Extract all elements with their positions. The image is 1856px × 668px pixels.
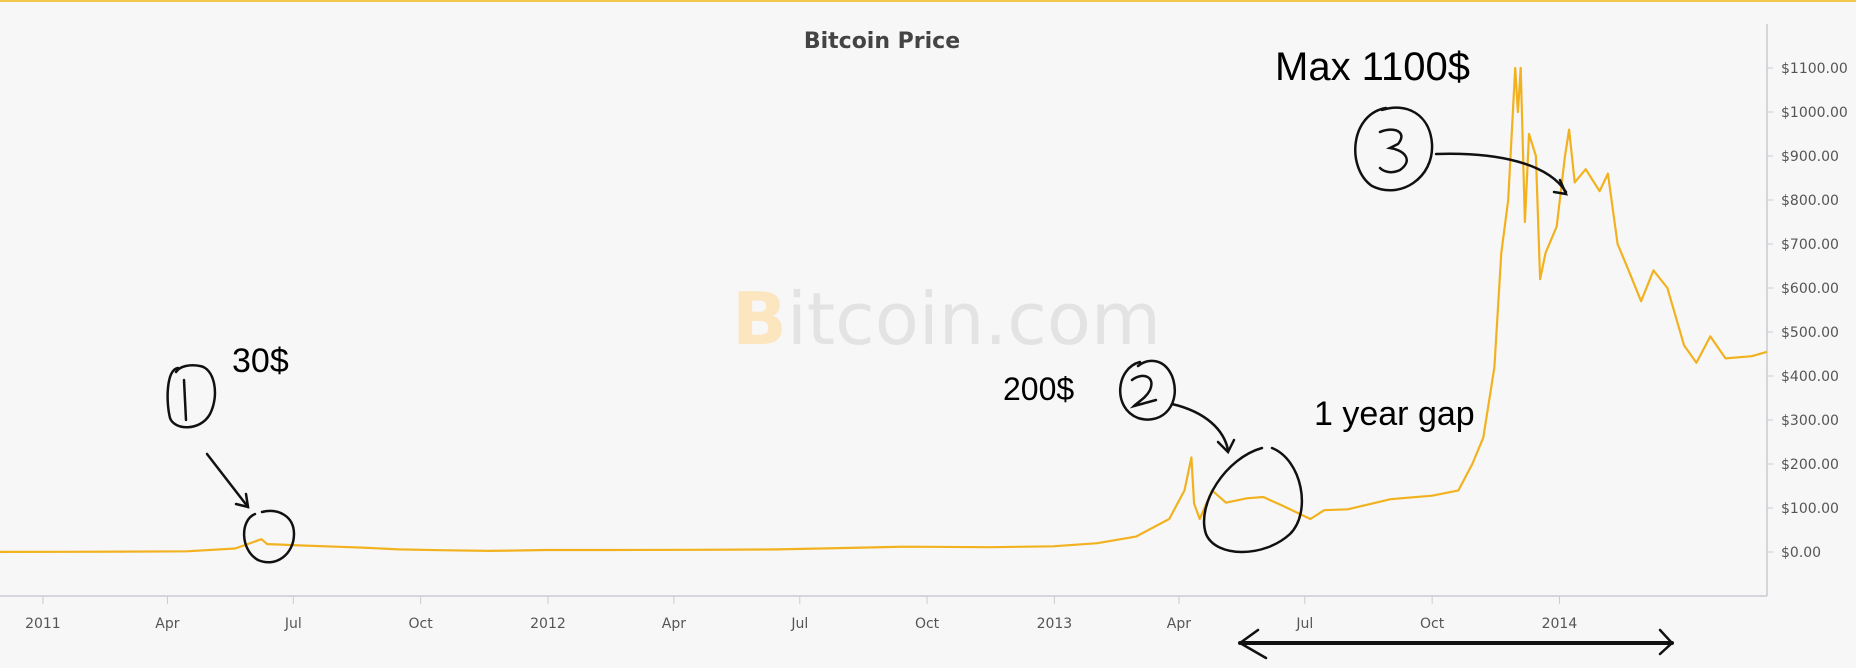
annotation-1-year-gap: 1 year gap (1314, 395, 1475, 433)
watermark-b: B (732, 277, 787, 361)
x-tick-label: Oct (1420, 616, 1445, 632)
x-tick-label: 2012 (530, 616, 566, 632)
digit-3 (1378, 128, 1408, 174)
annotation-200: 200$ (1003, 371, 1074, 407)
y-tick-label: $400.00 (1781, 369, 1839, 385)
x-tick-label: Jul (790, 616, 808, 632)
arrow-3-head (1552, 178, 1569, 196)
x-tick-label: 2014 (1542, 616, 1578, 632)
y-tick-label: $1000.00 (1781, 105, 1848, 121)
y-tick-label: $0.00 (1781, 545, 1821, 561)
y-axis-ticks: $0.00 $100.00 $200.00 $300.00 $400.00 $500.00… (1767, 61, 1848, 561)
circle-3 (1354, 106, 1434, 192)
annotation-max: Max 1100$ (1275, 45, 1470, 89)
y-tick-label: $900.00 (1781, 149, 1839, 165)
digit-1 (182, 378, 188, 422)
arrow-1-head (234, 492, 250, 509)
x-tick-label: Jul (284, 616, 302, 632)
y-tick-label: $700.00 (1781, 237, 1839, 253)
y-tick-label: $200.00 (1781, 457, 1839, 473)
arrow-1 (205, 452, 250, 509)
y-tick-label: $300.00 (1781, 413, 1839, 429)
gap-arrow-right-head (1658, 628, 1674, 656)
watermark-rest: itcoin.com (787, 277, 1161, 361)
circle-1 (166, 364, 217, 429)
annotation-30: 30$ (232, 342, 289, 380)
y-tick-label: $800.00 (1781, 193, 1839, 209)
y-tick-label: $500.00 (1781, 325, 1839, 341)
x-tick-label: 2013 (1037, 616, 1073, 632)
y-tick-label: $100.00 (1781, 501, 1839, 517)
x-tick-label: Oct (409, 616, 434, 632)
x-axis-ticks: 2011 Apr Jul Oct 2012 Apr Jul Oct 2013 Apr Jul Oct 2… (25, 596, 1577, 632)
watermark: Bitcoin.com (732, 277, 1161, 361)
arrow-2-head (1216, 438, 1236, 455)
price-line (0, 66, 1768, 553)
digit-2 (1129, 374, 1158, 409)
arrow-2 (1170, 402, 1230, 452)
arrow-3 (1434, 152, 1568, 194)
x-tick-label: Apr (1167, 616, 1191, 632)
y-tick-label: $1100.00 (1781, 61, 1848, 77)
annotation-drawings (166, 106, 1674, 660)
x-tick-label: Jul (1295, 616, 1313, 632)
y-tick-label: $600.00 (1781, 281, 1839, 297)
circle-30-peak (242, 509, 296, 564)
x-tick-label: Apr (662, 616, 686, 632)
gap-arrow-left-head (1237, 628, 1268, 660)
x-tick-label: 2011 (25, 616, 61, 632)
circle-200-spike (1202, 446, 1304, 554)
x-tick-label: Oct (915, 616, 940, 632)
x-tick-label: Apr (155, 616, 179, 632)
price-series (0, 66, 1768, 553)
chart-title: Bitcoin Price (804, 29, 960, 54)
circle-2 (1119, 359, 1177, 421)
